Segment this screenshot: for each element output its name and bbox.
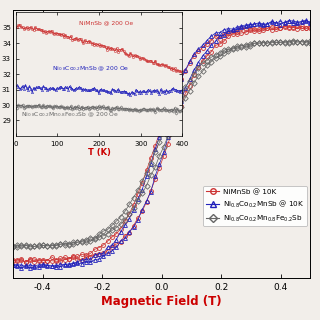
X-axis label: Magnetic Field (T): Magnetic Field (T)	[101, 295, 222, 308]
Legend: NiMnSb @ 10K, Ni$_{0.8}$Co$_{0.2}$MnSb @ 10K, Ni$_{0.8}$Co$_{0.2}$Mn$_{0.8}$Fe$_: NiMnSb @ 10K, Ni$_{0.8}$Co$_{0.2}$MnSb @…	[203, 186, 307, 227]
